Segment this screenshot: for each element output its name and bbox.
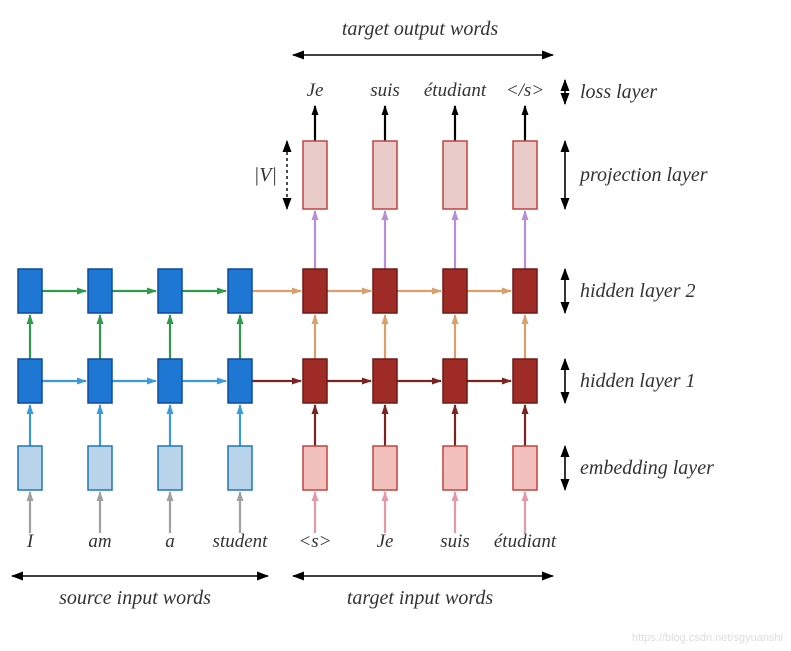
projection-node [303, 141, 327, 209]
embedding-tgt-node [303, 446, 327, 490]
label-vsize: |V| [254, 164, 277, 186]
label-embedding: embedding layer [580, 457, 714, 479]
hidden2-tgt-node [303, 269, 327, 313]
seq2seq-diagram: Iam a student <s> Je suis étudiant Je suis étudia… [0, 0, 791, 651]
label-loss: loss layer [580, 81, 657, 103]
hidden1-tgt-node [303, 359, 327, 403]
label-target-in: target input words [347, 587, 494, 609]
hidden1-src-node [158, 359, 182, 403]
hidden1-tgt-node [513, 359, 537, 403]
hidden2-src-node [88, 269, 112, 313]
target-output-word: Je [307, 80, 324, 101]
projection-node [443, 141, 467, 209]
embedding-src-node [88, 446, 112, 490]
target-output-word: étudiant [424, 80, 487, 101]
label-projection: projection layer [578, 164, 708, 186]
target-input-word: <s> [298, 531, 331, 552]
target-input-word: étudiant [494, 531, 557, 552]
hidden2-tgt-node [513, 269, 537, 313]
hidden2-tgt-node [443, 269, 467, 313]
label-source: source input words [59, 587, 211, 609]
source-word: am [88, 531, 111, 552]
target-output-word: </s> [506, 80, 544, 101]
projection-node [513, 141, 537, 209]
embedding-tgt-node [373, 446, 397, 490]
source-word: student [213, 531, 269, 552]
hidden2-src-node [158, 269, 182, 313]
label-hidden1: hidden layer 1 [580, 370, 696, 392]
target-output-word: suis [370, 80, 400, 101]
embedding-src-node [158, 446, 182, 490]
label-target-out: target output words [342, 18, 499, 40]
hidden2-src-node [228, 269, 252, 313]
hidden2-tgt-node [373, 269, 397, 313]
target-input-word: suis [440, 531, 470, 552]
projection-node [373, 141, 397, 209]
embedding-tgt-node [513, 446, 537, 490]
embedding-tgt-node [443, 446, 467, 490]
hidden1-src-node [228, 359, 252, 403]
label-hidden2: hidden layer 2 [580, 280, 696, 302]
embedding-src-node [18, 446, 42, 490]
hidden1-src-node [88, 359, 112, 403]
hidden1-tgt-node [373, 359, 397, 403]
source-word: a [165, 531, 175, 552]
embedding-src-node [228, 446, 252, 490]
hidden1-src-node [18, 359, 42, 403]
target-input-word: Je [377, 531, 394, 552]
source-word: I [26, 531, 35, 552]
hidden2-src-node [18, 269, 42, 313]
watermark: https://blog.csdn.net/sgyuanshi [632, 632, 783, 644]
hidden1-tgt-node [443, 359, 467, 403]
